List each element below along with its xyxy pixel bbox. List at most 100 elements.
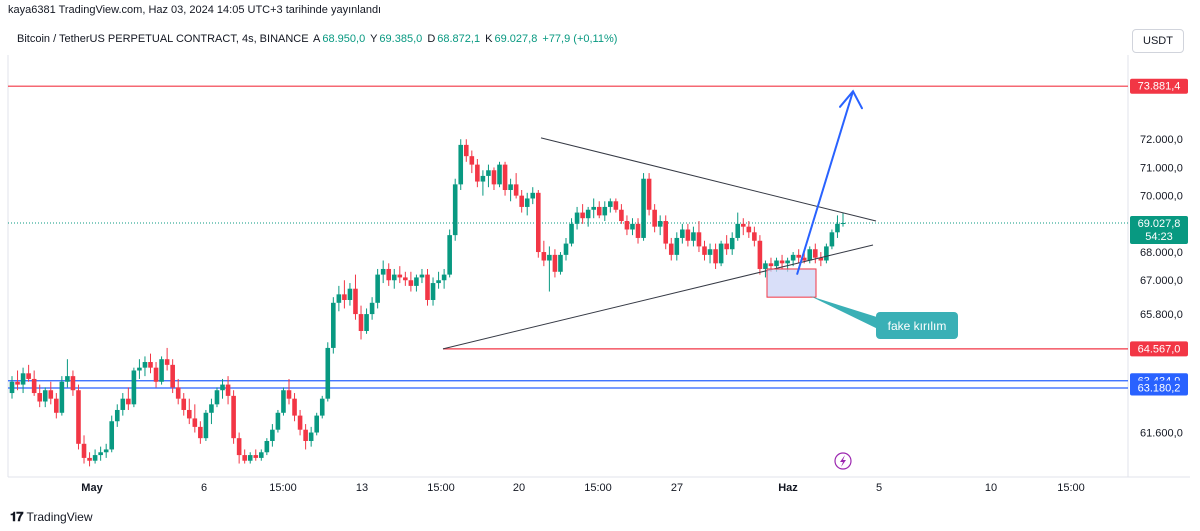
candle-body xyxy=(37,393,42,402)
candle-body xyxy=(242,455,247,461)
candle-body xyxy=(142,362,148,368)
tradingview-logo-icon: 𝟏𝟕 xyxy=(10,509,24,524)
candle-body xyxy=(702,246,707,255)
candle-body xyxy=(463,144,469,157)
candle-body xyxy=(92,455,98,461)
candle-body xyxy=(159,359,164,382)
candle-body xyxy=(840,223,846,224)
x-tick-label: 20 xyxy=(513,482,525,494)
price-label-tag xyxy=(1130,78,1188,94)
candle-body xyxy=(214,390,220,405)
y-tick-label: 67.000,0 xyxy=(1140,275,1183,287)
price-label-text: 69.027,8 xyxy=(1138,218,1181,230)
candle-body xyxy=(403,277,408,281)
candle-body xyxy=(713,249,718,264)
candle-body xyxy=(209,404,214,413)
price-label-text: 73.881,4 xyxy=(1138,81,1181,93)
symbol-legend: Bitcoin / TetherUS PERPETUAL CONTRACT, 4… xyxy=(17,33,619,45)
candle-body xyxy=(740,223,746,227)
candle-body xyxy=(131,370,137,405)
candle-body xyxy=(596,206,602,216)
candle-body xyxy=(414,277,419,286)
candle-body xyxy=(729,237,735,250)
candle-body xyxy=(707,249,713,255)
candle-body xyxy=(308,432,314,441)
candle-body xyxy=(353,288,358,315)
candle-body xyxy=(452,184,458,236)
x-tick-label: 15:00 xyxy=(1057,482,1085,494)
upper-trendline xyxy=(540,137,877,222)
candle-body xyxy=(247,455,253,461)
candle-body xyxy=(558,254,563,272)
candle-body xyxy=(818,257,824,261)
candle-body xyxy=(530,192,536,199)
high-value: 69.385,0 xyxy=(379,33,423,45)
candle-body xyxy=(9,381,15,394)
candle-body xyxy=(635,223,641,238)
candle-body xyxy=(270,429,275,441)
candle-body xyxy=(259,452,264,458)
candle-body xyxy=(718,243,724,264)
candle-body xyxy=(42,390,48,402)
candle-body xyxy=(375,274,380,303)
candle-body xyxy=(519,195,524,207)
y-tick-label: 68.000,0 xyxy=(1140,247,1183,259)
candle-body xyxy=(441,274,447,281)
symbol-title[interactable]: Bitcoin / TetherUS PERPETUAL CONTRACT, 4… xyxy=(17,33,309,45)
price-label-text: 64.567,0 xyxy=(1138,343,1181,355)
candle-body xyxy=(170,364,175,388)
candle-body xyxy=(547,254,552,261)
candle-body xyxy=(397,274,403,278)
breakout-arrow xyxy=(796,91,854,275)
candle-body xyxy=(685,229,691,241)
tradingview-brand[interactable]: 𝟏𝟕 TradingView xyxy=(10,509,93,525)
candle-body xyxy=(336,294,342,303)
candle-body xyxy=(491,170,497,185)
candle-body xyxy=(286,390,292,399)
candle-body xyxy=(342,294,347,300)
candle-body xyxy=(220,384,225,391)
y-tick-label: 70.000,0 xyxy=(1140,191,1183,203)
candle-body xyxy=(652,209,657,227)
candle-body xyxy=(148,362,153,368)
candle-body xyxy=(253,455,259,458)
candle-body xyxy=(391,274,397,281)
candle-body xyxy=(15,381,20,385)
candle-body xyxy=(801,257,807,261)
candle-body xyxy=(20,373,26,385)
candle-body xyxy=(358,314,364,332)
candle-body xyxy=(602,206,608,216)
candle-body xyxy=(696,232,702,247)
currency-button[interactable]: USDT xyxy=(1132,29,1184,53)
candle-body xyxy=(829,232,835,247)
candle-body xyxy=(231,395,236,439)
candle-body xyxy=(48,390,54,399)
low-value: 68.872,1 xyxy=(437,33,481,45)
candle-body xyxy=(331,302,336,348)
open-value: 68.950,0 xyxy=(322,33,366,45)
x-tick-label: 15:00 xyxy=(427,482,455,494)
candle-body xyxy=(591,206,596,210)
candle-body xyxy=(630,223,635,230)
fake-breakout-zone xyxy=(766,268,817,298)
candle-body xyxy=(87,457,92,461)
candle-body xyxy=(641,178,646,238)
candle-body xyxy=(103,449,109,453)
candle-body xyxy=(563,243,569,255)
candle-body xyxy=(646,178,652,210)
candle-body xyxy=(497,164,502,185)
x-tick-label: 6 xyxy=(201,482,207,494)
candle-body xyxy=(236,438,242,456)
candle-body xyxy=(31,378,37,394)
x-tick-label: 27 xyxy=(671,482,683,494)
candle-body xyxy=(524,198,530,207)
arrow-head-icon xyxy=(839,89,863,110)
publish-info: kaya6381 TradingView.com, Haz 03, 2024 1… xyxy=(8,4,382,16)
price-label-countdown: 54:23 xyxy=(1145,231,1173,243)
candle-body xyxy=(369,302,375,315)
x-tick-label: 10 xyxy=(985,482,997,494)
candle-body xyxy=(264,440,270,453)
candle-body xyxy=(469,156,475,165)
candle-body xyxy=(164,359,170,365)
